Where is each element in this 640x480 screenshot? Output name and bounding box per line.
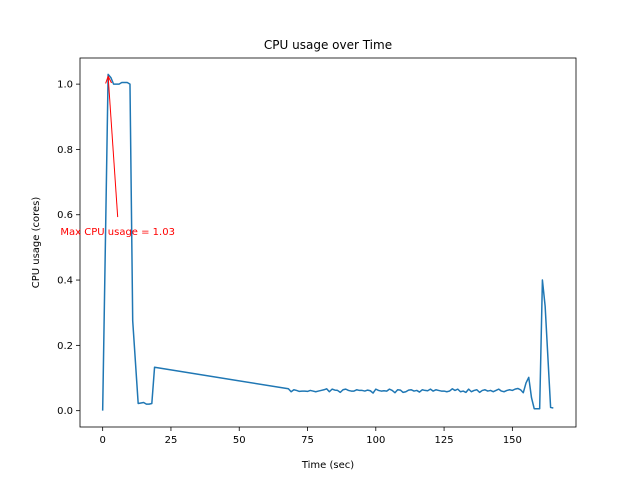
x-tick-label: 25: [165, 435, 178, 446]
y-tick-label: 0.8: [57, 145, 73, 156]
plot-area: [101, 73, 554, 411]
annotation-arrow: [108, 76, 119, 218]
y-tick-label: 0.6: [57, 210, 73, 221]
series-line-0: [101, 73, 554, 411]
y-tick-label: 0.4: [57, 276, 73, 287]
x-tick-label: 50: [233, 435, 246, 446]
x-tick-label: 75: [301, 435, 314, 446]
y-tick-label: 0.0: [57, 406, 73, 417]
y-tick-label: 1.0: [57, 80, 73, 91]
chart-title: CPU usage over Time: [264, 38, 392, 52]
x-tick-label: 100: [366, 435, 385, 446]
y-axis-label: CPU usage (cores): [31, 197, 42, 289]
annotations: Max CPU usage = 1.03: [60, 76, 175, 238]
x-tick-label: 150: [503, 435, 522, 446]
annotation-label: Max CPU usage = 1.03: [60, 227, 175, 238]
axes-frame: [79, 57, 577, 428]
x-tick-label: 0: [99, 435, 105, 446]
x-axis-label: Time (sec): [301, 460, 354, 471]
y-tick-label: 0.2: [57, 341, 73, 352]
x-tick-label: 125: [435, 435, 454, 446]
axis-ticks: 0 25 50 75 100 125 150 0.0 0.2 0.4 0.6 0.8 1.0: [57, 80, 522, 446]
